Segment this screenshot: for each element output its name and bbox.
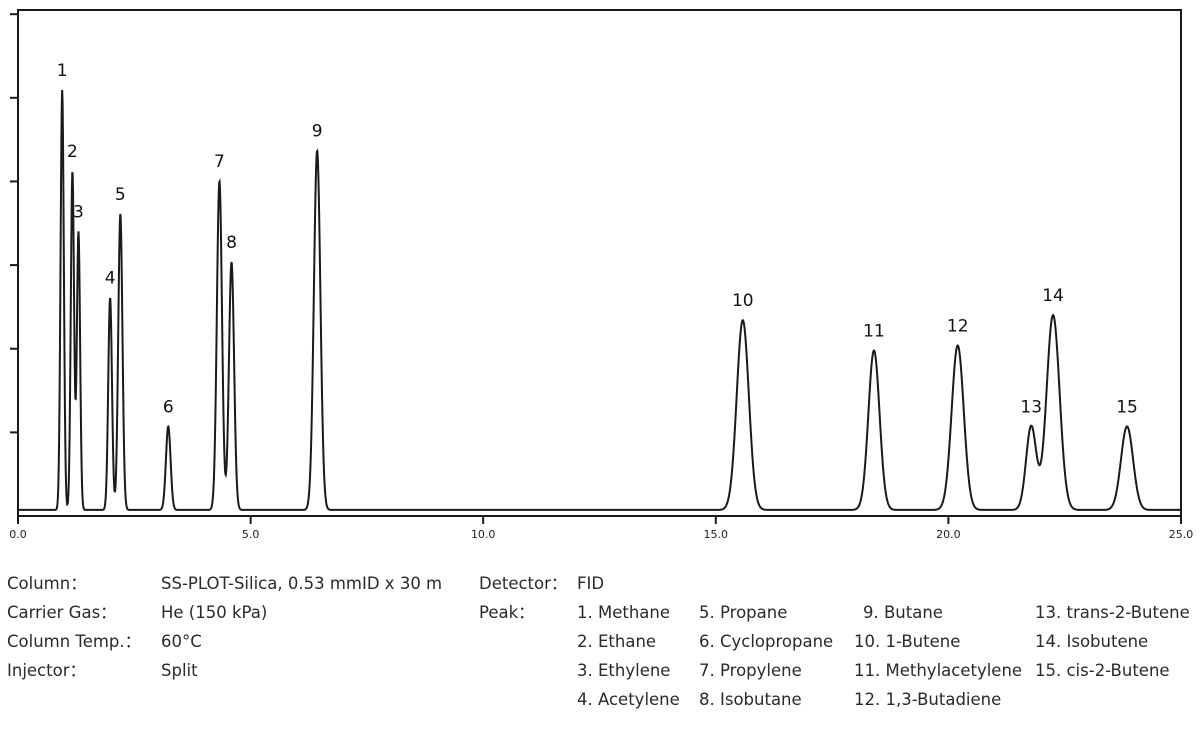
peak-list-column-3: 9. Butane 10. 1-Butene 11. Methylacetyle… (854, 598, 1022, 714)
plot-border (17, 9, 1182, 517)
x-tick-label: 10.0 (471, 528, 496, 541)
column-temp-label: Column Temp.： (7, 632, 142, 651)
detector-value: FID (577, 574, 605, 593)
x-tick-label: 5.0 (242, 528, 260, 541)
peak-list-column-1: 1. Methane 2. Ethane 3. Ethylene 4. Acet… (577, 598, 680, 714)
detector-peak-labels: Detector： Peak： (479, 569, 567, 627)
peak-list-item: 10. 1-Butene (854, 632, 961, 651)
peak-list-item: 7. Propylene (699, 661, 802, 680)
peak-list-item: 13. trans-2-Butene (1035, 603, 1190, 622)
peak-list-item: 9. Butane (863, 603, 943, 622)
peak-list-item: 4. Acetylene (577, 690, 680, 709)
peak-number-label: 15 (1116, 397, 1138, 417)
column-label: Column： (7, 574, 87, 593)
x-tick-label: 25.0 (1169, 528, 1194, 541)
x-tick-label: 20.0 (936, 528, 961, 541)
peak-list-item: 3. Ethylene (577, 661, 671, 680)
peak-number-label: 8 (226, 233, 237, 253)
peak-number-label: 12 (947, 316, 969, 336)
injector-value: Split (161, 661, 198, 680)
peak-number-label: 5 (115, 185, 126, 205)
peak-list-item: 2. Ethane (577, 632, 657, 651)
peak-list-item: 12. 1,3-Butadiene (854, 690, 1002, 709)
peak-list-item: 8. Isobutane (699, 690, 802, 709)
peak-number-label: 1 (57, 61, 68, 81)
x-tick-label: 15.0 (704, 528, 729, 541)
peak-list-item: 1. Methane (577, 603, 671, 622)
peak-list-column-2: 5. Propane 6. Cyclopropane 7. Propylene … (699, 598, 833, 714)
peak-number-label: 10 (732, 291, 754, 311)
x-axis-ticks: 0.0 5.0 10.0 15.0 20.0 25.0 (9, 516, 1193, 541)
column-temp-value: 60°C (161, 632, 202, 651)
conditions-labels: Column： Carrier Gas： Column Temp.： Injec… (7, 569, 141, 685)
column-value: SS-PLOT-Silica, 0.53 mmID x 30 m (161, 574, 443, 593)
peak-number-label: 9 (312, 122, 323, 142)
peak-number-label: 14 (1042, 286, 1064, 306)
carrier-gas-value: He (150 kPa) (161, 603, 268, 622)
peak-list-item: 6. Cyclopropane (699, 632, 834, 651)
peak-number-label: 4 (105, 268, 116, 288)
y-axis-ticks (10, 13, 18, 434)
carrier-gas-label: Carrier Gas： (7, 603, 117, 622)
conditions-values: SS-PLOT-Silica, 0.53 mmID x 30 m He (150… (161, 569, 442, 685)
plot-frame (17, 9, 1182, 517)
peak-number-label: 11 (863, 322, 885, 342)
peak-list-item: 15. cis-2-Butene (1035, 661, 1170, 680)
x-tick-label: 0.0 (9, 528, 27, 541)
peak-number-label: 6 (163, 397, 174, 417)
peak-number-label: 2 (67, 142, 78, 162)
detector-value-wrap: FID (577, 569, 604, 598)
peak-list-column-4: 13. trans-2-Butene 14. Isobutene 15. cis… (1035, 598, 1190, 685)
peak-list-item: 14. Isobutene (1035, 632, 1149, 651)
detector-label: Detector： (479, 574, 568, 593)
peak-list-item: 11. Methylacetylene (854, 661, 1023, 680)
injector-label: Injector： (7, 661, 86, 680)
peak-number-label: 3 (73, 203, 84, 223)
peak-label: Peak： (479, 603, 535, 622)
peak-number-label: 7 (214, 152, 225, 172)
chromatogram-trace (18, 89, 1181, 511)
peak-number-label: 13 (1020, 397, 1042, 417)
peak-list-item: 5. Propane (699, 603, 788, 622)
